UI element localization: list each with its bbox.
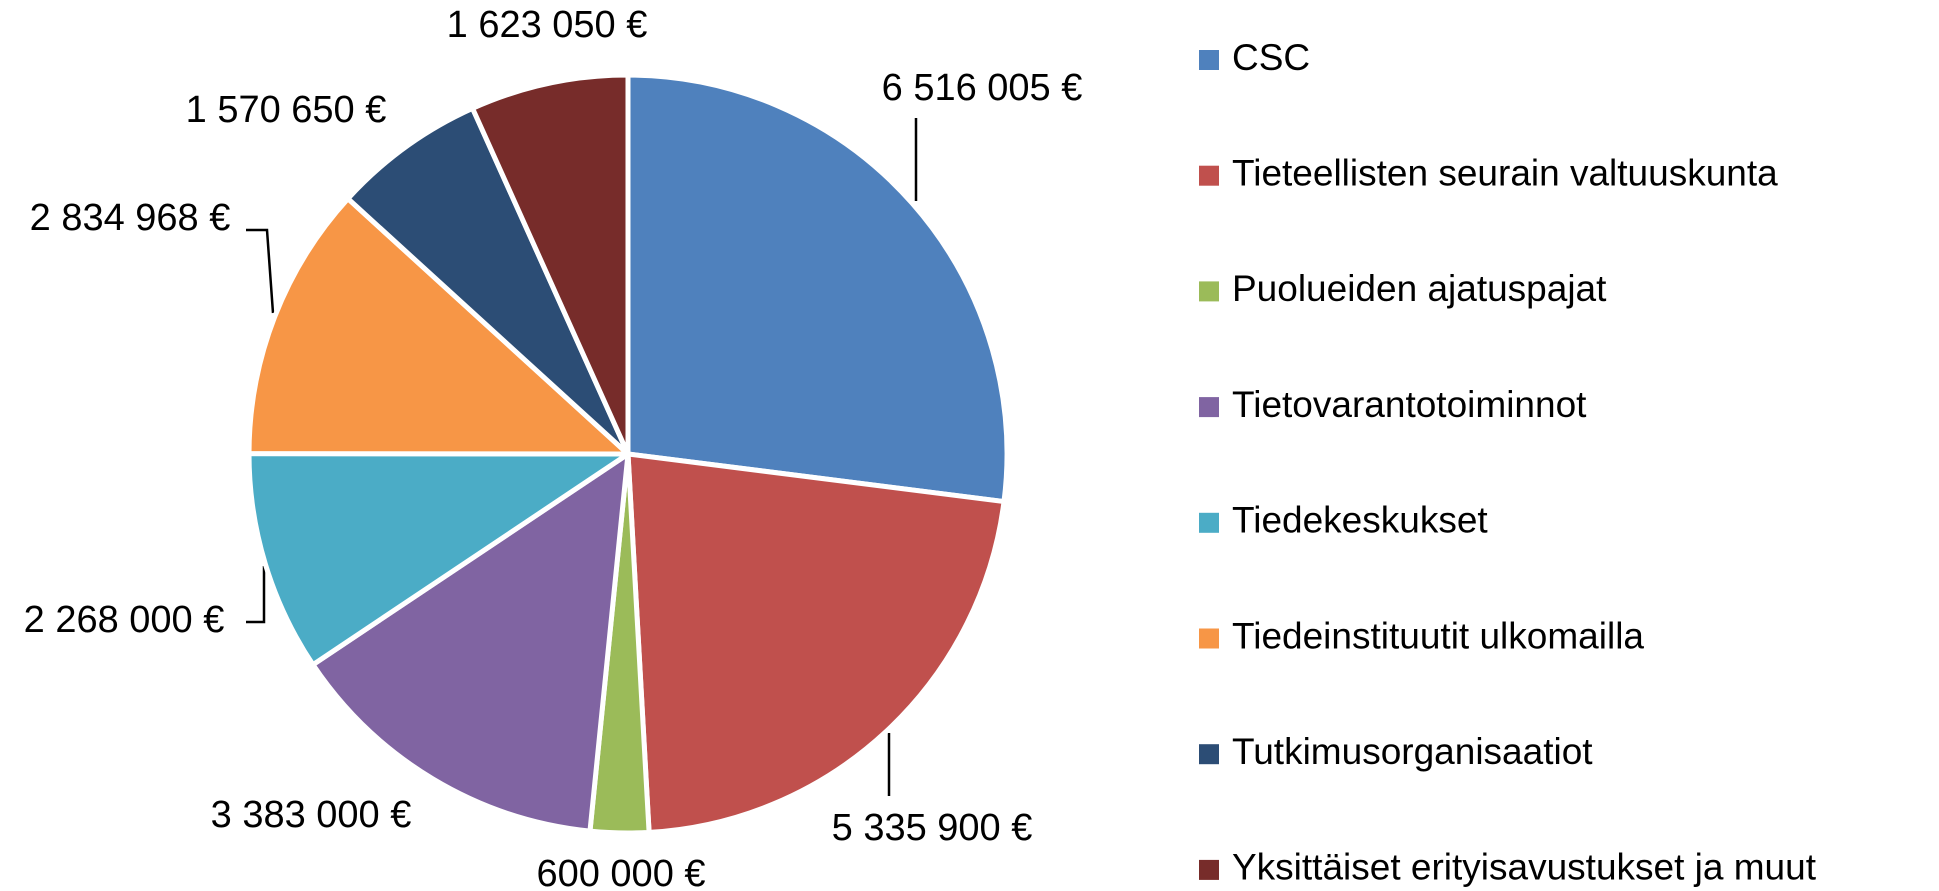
legend-label: Tietovarantotoiminnot (1232, 384, 1587, 425)
data-label: 1 623 050 € (447, 4, 648, 46)
pie-slice (345, 105, 631, 457)
data-label: 1 570 650 € (186, 89, 387, 131)
pie-slice (625, 451, 1007, 835)
legend-swatch (1199, 859, 1219, 880)
legend-swatch (1199, 397, 1219, 418)
data-label: 6 516 005 € (882, 67, 1083, 109)
legend-label: Tiedekeskukset (1232, 500, 1488, 541)
data-label: 2 834 968 € (30, 197, 231, 239)
legend-swatch (1199, 165, 1219, 186)
legend-swatch (1199, 744, 1219, 765)
legend-label: Tutkimusorganisaatiot (1232, 731, 1593, 772)
legend-label: Tiedeinstituutit ulkomailla (1232, 615, 1644, 656)
leader-line (246, 566, 266, 624)
legend-swatch (1199, 281, 1219, 302)
pie-slice (246, 451, 631, 668)
data-label: 2 268 000 € (24, 599, 225, 641)
data-label: 600 000 € (536, 853, 705, 891)
legend-swatch (1199, 512, 1219, 533)
data-label: 3 383 000 € (211, 794, 412, 836)
legend-label: Yksittäiset erityisavustukset ja muut (1232, 847, 1817, 888)
pie-slice (625, 72, 1010, 505)
legend-swatch (1199, 50, 1219, 70)
pie-slice (310, 451, 631, 834)
legend-label: CSC (1232, 37, 1310, 78)
legend-label: Puolueiden ajatuspajat (1232, 268, 1607, 309)
leader-line (246, 228, 275, 314)
pie-slice (246, 196, 631, 457)
legend-label: Tieteellisten seurain valtuuskunta (1232, 152, 1778, 193)
pie-slice (470, 72, 631, 457)
legend-swatch (1199, 628, 1219, 649)
data-label: 5 335 900 € (832, 807, 1033, 849)
